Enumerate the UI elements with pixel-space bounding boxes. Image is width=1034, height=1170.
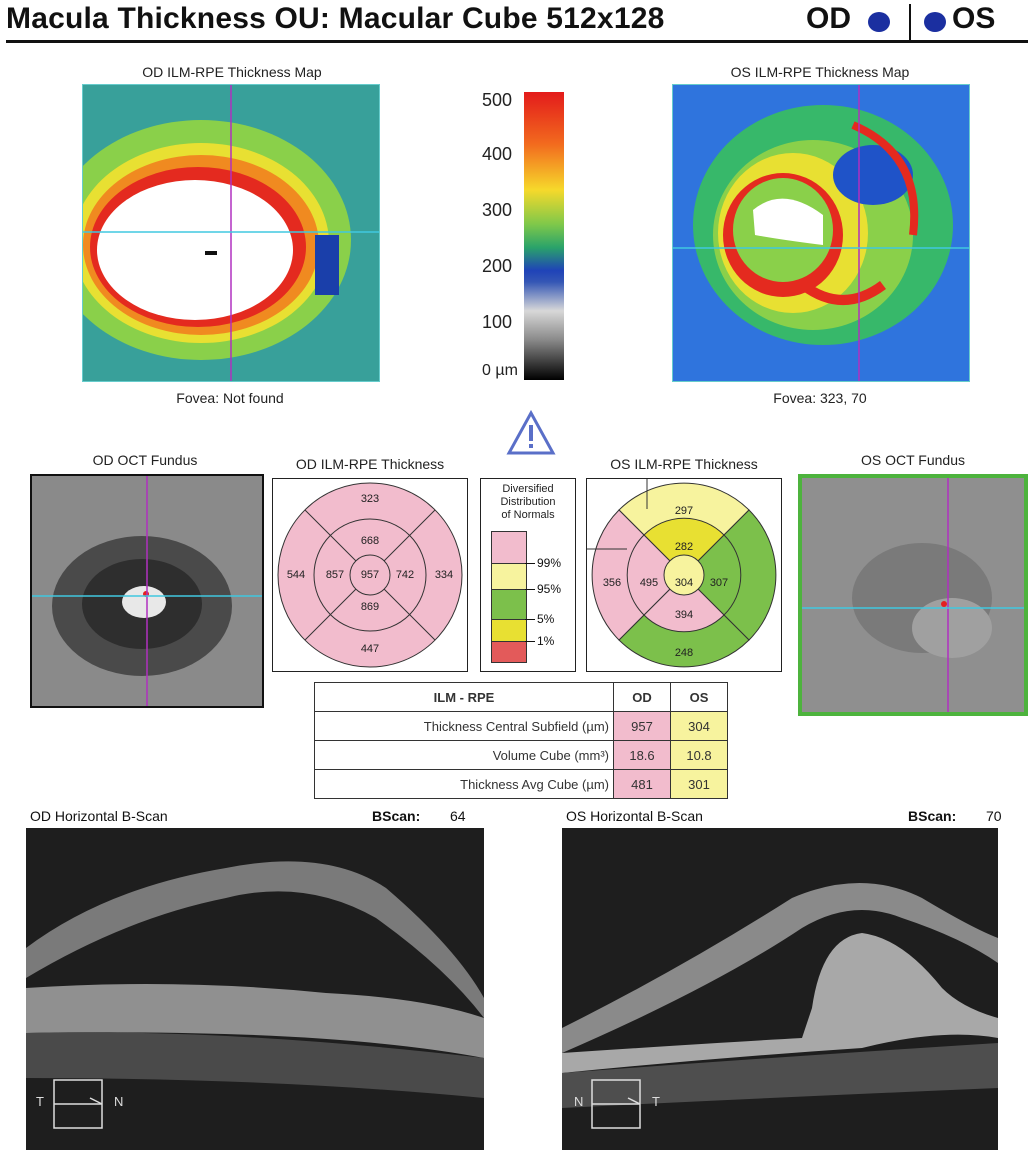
od-inner-superior: 668: [360, 535, 380, 547]
table-header-cell: ILM - RPE: [314, 682, 614, 712]
colorbar-tick: 0 µm: [482, 362, 518, 379]
table-os-value: 301: [670, 769, 728, 799]
os-sector-title: OS ILM-RPE Thickness: [610, 456, 758, 472]
os-map-title: OS ILM-RPE Thickness Map: [730, 64, 910, 80]
table-row-label: Thickness Avg Cube (µm): [314, 769, 614, 799]
od-map-title: OD ILM-RPE Thickness Map: [142, 64, 322, 80]
os-thickness-map[interactable]: [672, 84, 970, 382]
od-eye-label: OD: [806, 2, 851, 35]
os-eye-label: OS: [952, 2, 996, 35]
eye-separator: [909, 4, 911, 40]
od-orient-right: N: [114, 1094, 124, 1109]
os-bscan-image[interactable]: N T: [562, 828, 998, 1150]
legend-title-line: of Normals: [501, 509, 555, 521]
report-title: Macula Thickness OU: Macular Cube 512x12…: [6, 2, 665, 35]
os-orient-right: T: [652, 1094, 660, 1109]
table-row: Thickness Central Subfield (µm) 957 304: [314, 711, 728, 741]
od-outer-inferior: 447: [360, 643, 380, 655]
od-inner-temporal: 857: [325, 569, 345, 581]
legend-level: 5%: [537, 612, 555, 626]
legend-level: 95%: [537, 582, 562, 596]
os-inner-temporal: 495: [639, 577, 659, 589]
colorbar-tick: 200: [482, 256, 513, 276]
od-fovea-text: Fovea: Not found: [176, 390, 284, 406]
normals-legend: Diversified Distribution of Normals 99% …: [480, 478, 576, 672]
od-sector-title: OD ILM-RPE Thickness: [295, 456, 445, 472]
os-inner-inferior: 394: [674, 609, 694, 621]
table-row: Volume Cube (mm³) 18.6 10.8: [314, 740, 728, 770]
colorbar-tick: 100: [482, 312, 513, 332]
od-outer-temporal: 544: [286, 569, 306, 581]
table-os-value: 304: [670, 711, 728, 741]
table-row: Thickness Avg Cube (µm) 481 301: [314, 769, 728, 799]
colorbar-tick: 400: [482, 144, 513, 164]
legend-title-line: Diversified: [502, 483, 554, 495]
ilm-rpe-table: ILM - RPE OD OS Thickness Central Subfie…: [314, 682, 728, 799]
table-od-value: 481: [613, 769, 671, 799]
table-os-value: 10.8: [670, 740, 728, 770]
od-thickness-map[interactable]: [82, 84, 380, 382]
thickness-colorbar: [524, 92, 564, 380]
od-bscan-title: OD Horizontal B-Scan: [30, 808, 168, 824]
legend-swatch: [491, 563, 527, 591]
table-header-cell: OS: [670, 682, 728, 712]
table-od-value: 18.6: [613, 740, 671, 770]
os-eye-dot-icon: [924, 12, 946, 32]
os-orient-left: N: [574, 1094, 584, 1109]
os-inner-nasal: 307: [709, 577, 729, 589]
os-outer-inferior: 248: [674, 647, 694, 659]
od-inner-nasal: 742: [395, 569, 415, 581]
os-outer-superior: 297: [674, 505, 694, 517]
table-header-cell: OD: [613, 682, 671, 712]
os-fundus-title: OS OCT Fundus: [860, 452, 965, 468]
warning-triangle-icon[interactable]: [506, 409, 556, 456]
od-bscan-label: BScan:: [372, 808, 421, 824]
colorbar-tick: 500: [482, 90, 513, 110]
os-bscan-number: 70: [986, 808, 1002, 824]
od-outer-nasal: 334: [434, 569, 454, 581]
os-outer-temporal: 356: [602, 577, 622, 589]
os-central: 304: [674, 577, 694, 589]
od-outer-superior: 323: [360, 493, 380, 505]
table-row-label: Volume Cube (mm³): [314, 740, 614, 770]
header-rule: [6, 40, 1028, 43]
table-od-value: 957: [613, 711, 671, 741]
os-etdrs-chart[interactable]: 297 282 356 495 304 307 394 248: [586, 478, 782, 672]
table-row-label: Thickness Central Subfield (µm): [314, 711, 614, 741]
legend-swatch: [491, 619, 527, 643]
legend-level: 1%: [537, 634, 555, 648]
os-fovea-text: Fovea: 323, 70: [773, 390, 867, 406]
od-orient-left: T: [36, 1094, 44, 1109]
od-central: 957: [360, 569, 380, 581]
od-fundus-image[interactable]: [30, 474, 264, 708]
os-fundus-image[interactable]: [798, 474, 1028, 716]
os-inner-superior: 282: [674, 541, 694, 553]
od-eye-dot-icon: [868, 12, 890, 32]
legend-swatch: [491, 531, 527, 565]
od-fundus-title: OD OCT Fundus: [92, 452, 198, 468]
od-bscan-number: 64: [450, 808, 466, 824]
od-etdrs-chart[interactable]: 323 668 544 857 957 742 334 869 447: [272, 478, 468, 672]
legend-level: 99%: [537, 556, 562, 570]
os-bscan-label: BScan:: [908, 808, 957, 824]
os-bscan-title: OS Horizontal B-Scan: [566, 808, 703, 824]
colorbar-tick: 300: [482, 200, 513, 220]
legend-swatch: [491, 589, 527, 621]
legend-swatch: [491, 641, 527, 663]
od-bscan-image[interactable]: T N: [26, 828, 484, 1150]
od-inner-inferior: 869: [360, 601, 380, 613]
legend-title-line: Distribution: [500, 496, 556, 508]
